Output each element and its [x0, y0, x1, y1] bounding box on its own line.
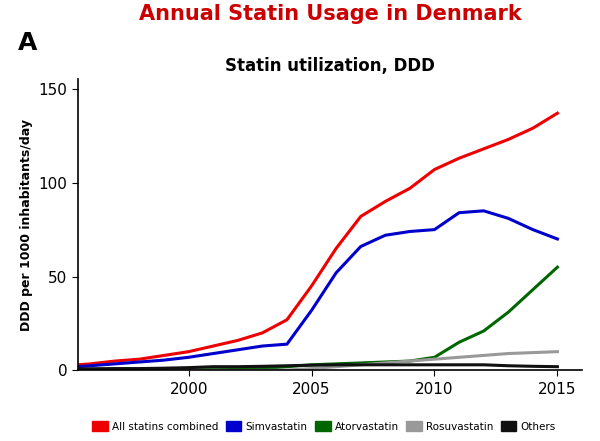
Text: Annual Statin Usage in Denmark: Annual Statin Usage in Denmark: [139, 4, 521, 24]
Title: Statin utilization, DDD: Statin utilization, DDD: [225, 57, 435, 75]
Legend: All statins combined, Simvastatin, Atorvastatin, Rosuvastatin, Others: All statins combined, Simvastatin, Atorv…: [88, 417, 560, 436]
Y-axis label: DDD per 1000 inhabitants/day: DDD per 1000 inhabitants/day: [20, 119, 33, 331]
Text: A: A: [18, 31, 37, 55]
